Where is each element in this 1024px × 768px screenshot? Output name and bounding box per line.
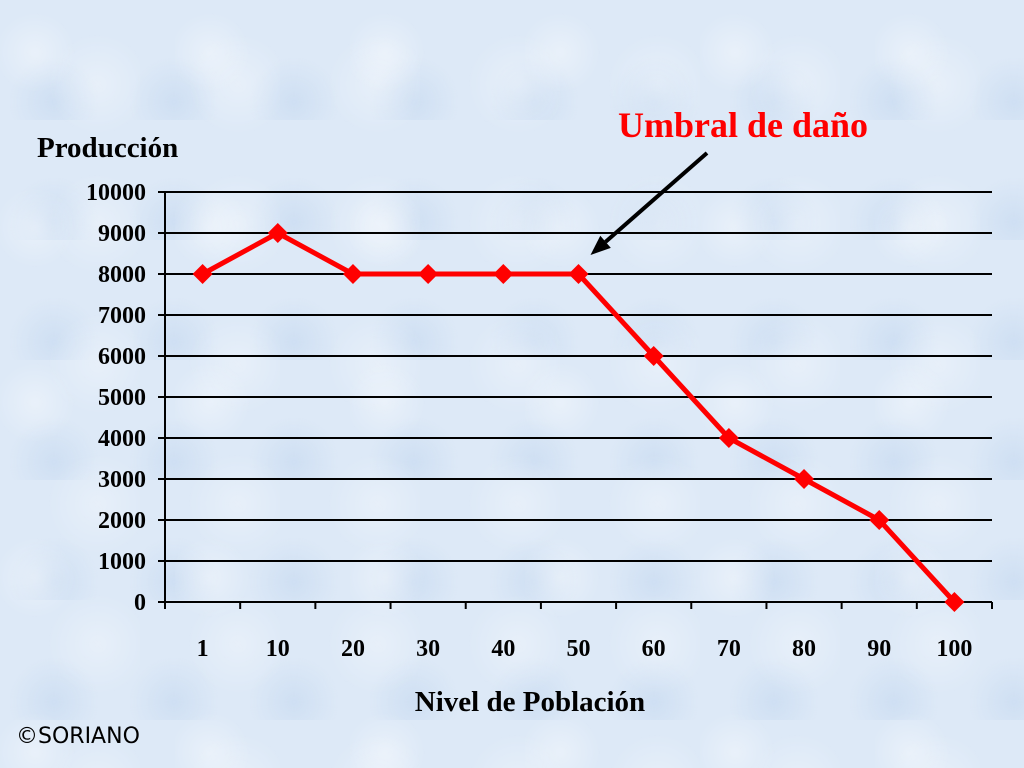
y-tick-labels: 0 1000 2000 3000 4000 5000 6000 7000 8000 9000 100… [86,180,146,616]
x-axis-title: Nivel de Población [415,686,645,718]
data-point-50 [568,264,589,284]
data-point-70 [718,428,739,448]
x-tick-label-80: 80 [792,636,816,662]
copyright-label: ©SORIANO [16,724,140,749]
data-point-90 [869,510,890,530]
x-tick-label-1: 1 [197,636,209,662]
data-point-40 [493,264,514,284]
axes [158,191,993,609]
gridlines [165,191,992,562]
data-point-20 [342,264,363,284]
y-tick-label-9000: 9000 [98,221,146,247]
x-tick-label-50: 50 [567,636,591,662]
series-line-0 [201,230,957,604]
y-tick-label-2000: 2000 [98,508,146,534]
y-tick-label-1000: 1000 [98,549,146,575]
y-tick-label-10000: 10000 [86,180,146,206]
x-tick-label-70: 70 [717,636,741,662]
y-axis-title: Producción [37,132,178,164]
annotation-arrow-head [590,235,611,255]
y-tick-label-4000: 4000 [98,426,146,452]
x-tick-label-10: 10 [266,636,290,662]
annotation-label: Umbral de daño [618,105,868,145]
x-tick-label-90: 90 [867,636,891,662]
series-group [192,223,965,612]
data-point-1 [192,264,213,284]
y-tick-label-5000: 5000 [98,385,146,411]
y-tick-label-7000: 7000 [98,303,146,329]
y-tick-label-8000: 8000 [98,262,146,288]
data-point-60 [643,346,664,366]
x-tick-label-30: 30 [416,636,440,662]
x-tick-label-20: 20 [341,636,365,662]
x-tick-labels: 1 10 20 30 40 50 60 70 80 90 100 [197,636,973,662]
data-point-80 [794,469,815,489]
data-point-10 [267,223,288,243]
x-tick-label-40: 40 [491,636,515,662]
annotation-arrow [604,151,709,244]
x-tick-label-60: 60 [642,636,666,662]
annotation-group: Umbral de daño [590,105,868,255]
data-point-100 [944,592,965,612]
y-tick-label-3000: 3000 [98,467,146,493]
y-tick-label-0: 0 [134,590,146,616]
data-point-30 [418,264,439,284]
x-tick-label-100: 100 [936,636,972,662]
y-tick-label-6000: 6000 [98,344,146,370]
